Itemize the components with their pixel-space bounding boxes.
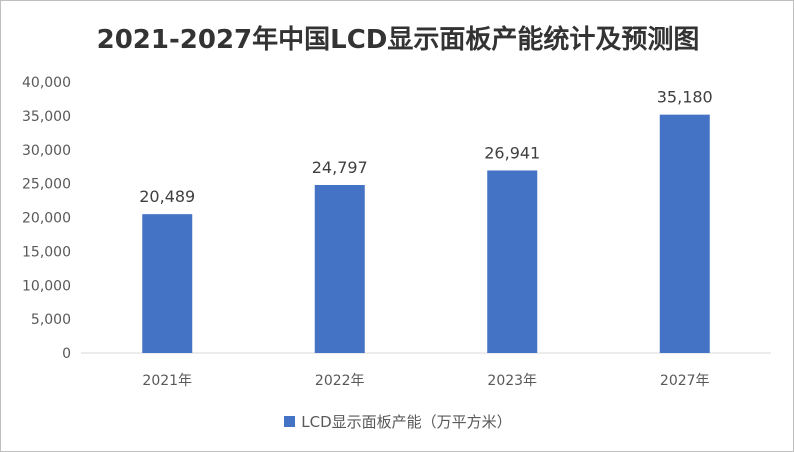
- y-tick-label: 35,000: [22, 109, 71, 125]
- bar-2027年: [659, 114, 710, 353]
- legend: LCD显示面板产能（万平方米）: [1, 411, 793, 432]
- y-tick-label: 0: [62, 346, 71, 362]
- data-label: 20,489: [139, 187, 195, 206]
- chart-title: 2021-2027年中国LCD显示面板产能统计及预测图: [96, 25, 700, 55]
- data-label: 24,797: [312, 158, 368, 177]
- y-tick-label: 40,000: [22, 75, 71, 91]
- x-tick-label: 2027年: [660, 373, 710, 389]
- y-tick-label: 30,000: [22, 143, 71, 159]
- x-tick-label: 2021年: [142, 373, 192, 389]
- y-tick-label: 5,000: [31, 312, 71, 328]
- bar-2022年: [314, 185, 365, 353]
- y-tick-label: 20,000: [22, 211, 71, 227]
- legend-swatch: [284, 416, 296, 427]
- data-label: 35,180: [657, 88, 713, 107]
- x-tick-label: 2022年: [315, 373, 365, 389]
- y-tick-label: 10,000: [22, 278, 71, 294]
- bar-2021年: [142, 214, 193, 353]
- y-tick-label: 25,000: [22, 177, 71, 193]
- x-tick-label: 2023年: [487, 373, 537, 389]
- legend-label: LCD显示面板产能（万平方米）: [301, 413, 512, 431]
- data-label: 26,941: [484, 143, 540, 162]
- y-tick-label: 15,000: [22, 244, 71, 260]
- bar-2023年: [487, 170, 538, 353]
